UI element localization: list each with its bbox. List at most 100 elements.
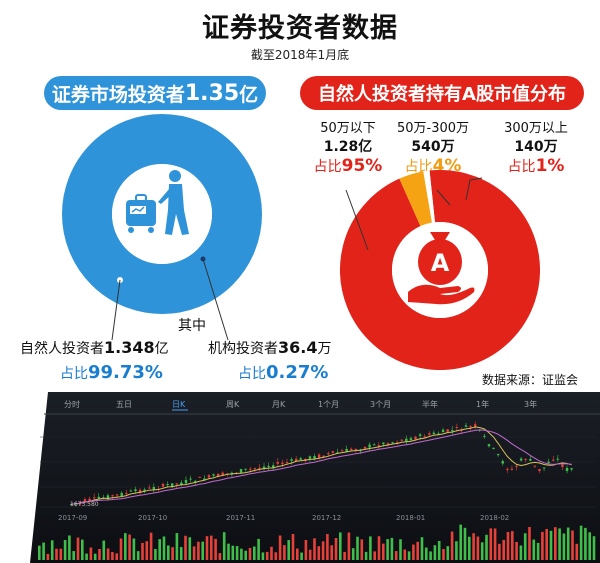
volume-bar [472, 533, 475, 560]
volume-bar [132, 538, 136, 560]
candle-body [538, 469, 541, 472]
candle-body [97, 496, 100, 499]
low-price-marker: 1673.580 [70, 501, 99, 508]
natural-investor-label: 自然人投资者1.348亿 [20, 338, 169, 358]
period-tab[interactable]: 月K [272, 400, 286, 409]
period-tab[interactable]: 1年 [476, 399, 489, 409]
candle-body [216, 473, 220, 478]
volume-bar [360, 539, 364, 560]
volume-bar [442, 548, 445, 560]
volume-bars [38, 524, 596, 560]
natural-distribution-title: 自然人投资者持有A股市值分布 [318, 84, 566, 105]
volume-bar [136, 551, 140, 560]
volume-bar [407, 551, 411, 560]
candle-body [138, 489, 142, 493]
candle-body [143, 489, 146, 492]
volume-bar [317, 546, 321, 560]
volume-bar [201, 541, 204, 560]
candle-body [464, 425, 468, 427]
candle-body [455, 427, 459, 429]
period-tab[interactable]: 分时 [64, 399, 80, 409]
natural-investor-unit: 亿 [154, 341, 169, 357]
segment-share: 占比1% [507, 156, 565, 176]
natural-investor-text: 自然人投资者 [20, 341, 104, 357]
period-tab[interactable]: 五日 [116, 400, 132, 409]
institution-investor-share: 占比0.27% [238, 362, 328, 383]
volume-bar [377, 536, 381, 560]
volume-bar [218, 553, 222, 560]
volume-bar [330, 545, 333, 560]
volume-bar [313, 538, 316, 560]
volume-bar [416, 541, 419, 560]
period-tab[interactable]: 3年 [524, 399, 537, 409]
volume-bar [575, 543, 579, 560]
volume-bar [541, 531, 544, 560]
candle-body [253, 468, 257, 470]
page-title: 证券投资者数据 [202, 13, 398, 44]
money-bag-letter: A [431, 249, 450, 277]
candle-body [83, 499, 87, 503]
volume-bar [304, 539, 308, 560]
volume-bar [592, 536, 596, 560]
candle-body [129, 490, 133, 492]
stock-chart-screenshot: 分时 五日 日K 周K 月K 1个月 3个月 半年 1年 3年 1673.580 2017-09 2… [30, 392, 600, 563]
volume-bar [506, 531, 510, 560]
volume-bar [106, 548, 110, 560]
volume-bar [399, 539, 402, 560]
date-axis-label: 2017-11 [226, 514, 255, 522]
segment-over-300w: 300万以上 140万 占比1% [488, 117, 584, 176]
period-tab[interactable]: 周K [226, 400, 240, 409]
volume-bar [463, 527, 467, 560]
volume-bar [102, 540, 106, 560]
volume-bar [403, 549, 407, 560]
volume-bar [63, 540, 67, 560]
candle-body [184, 479, 188, 484]
natural-investor-share: 占比99.73% [60, 362, 163, 383]
volume-bar [382, 543, 385, 560]
institution-share-value: 0.27% [266, 362, 329, 383]
candle-body [175, 483, 178, 485]
candle-body [570, 468, 573, 470]
volume-bar [579, 525, 583, 560]
volume-bar [558, 528, 561, 560]
period-tab[interactable]: 日K [172, 400, 186, 409]
candle-body [262, 466, 266, 470]
volume-bar [158, 539, 161, 560]
segment-share: 占比95% [313, 156, 383, 176]
volume-bar [433, 545, 437, 560]
candle-body [345, 448, 348, 452]
segment-count: 1.28亿 [323, 139, 373, 155]
candle-body [258, 467, 261, 469]
date-axis-label: 2017-09 [58, 514, 87, 522]
volume-bar [390, 537, 394, 560]
chart-background [30, 392, 600, 563]
institution-investor-unit: 万 [317, 341, 332, 357]
period-tabs[interactable]: 分时 五日 日K 周K 月K 1个月 3个月 半年 1年 3年 [64, 399, 537, 411]
volume-bar [98, 549, 101, 560]
volume-bar [111, 551, 114, 560]
data-source: 数据来源：证监会 [482, 373, 579, 387]
money-bag-hand-icon: A [408, 232, 475, 305]
date-axis-label: 2017-12 [312, 514, 341, 522]
among-label: 其中 [178, 318, 206, 334]
volume-bar [167, 545, 170, 560]
volume-bar [244, 550, 247, 560]
volume-bar [485, 534, 488, 560]
volume-bar [532, 539, 536, 560]
period-tab[interactable]: 1个月 [318, 400, 339, 409]
candle-body [350, 448, 353, 451]
volume-bar [149, 532, 153, 560]
candle-body [565, 467, 569, 472]
segment-count: 140万 [514, 139, 558, 155]
volume-bar [476, 536, 480, 560]
total-investors-unit: 亿 [239, 83, 259, 106]
candle-body [148, 487, 151, 489]
candle-body [492, 447, 495, 449]
period-tab[interactable]: 3个月 [370, 400, 391, 409]
volume-bar [50, 540, 54, 560]
candle-body [496, 454, 500, 456]
market-segment-arc [423, 170, 436, 223]
period-tab[interactable]: 半年 [422, 399, 438, 409]
volume-bar [89, 547, 93, 560]
natural-investor-ring [62, 114, 262, 314]
